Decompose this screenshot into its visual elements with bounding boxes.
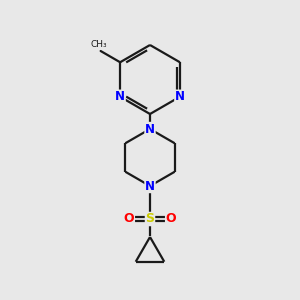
Text: O: O: [166, 212, 176, 226]
Text: O: O: [124, 212, 134, 226]
Text: N: N: [145, 122, 155, 136]
Text: N: N: [115, 90, 125, 103]
Text: CH₃: CH₃: [91, 40, 107, 49]
Text: N: N: [175, 90, 185, 103]
Text: N: N: [145, 179, 155, 193]
Text: S: S: [146, 212, 154, 226]
